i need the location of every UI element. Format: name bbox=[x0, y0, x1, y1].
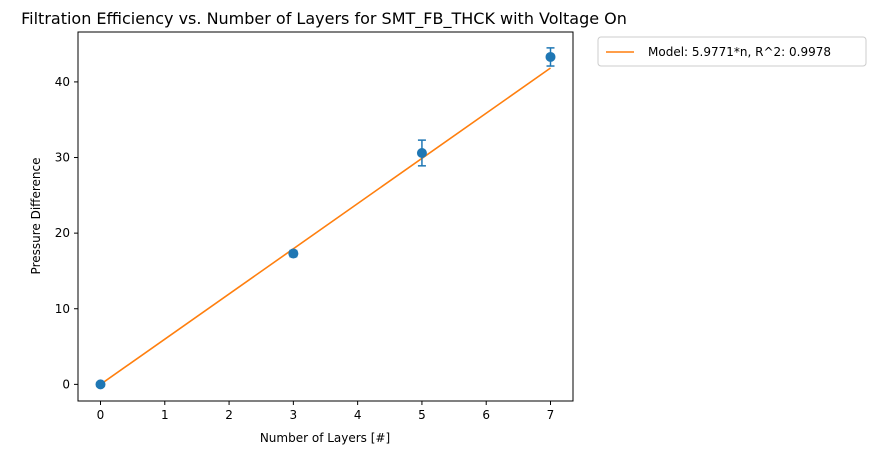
data-point bbox=[416, 147, 427, 158]
chart-title: Filtration Efficiency vs. Number of Laye… bbox=[21, 9, 627, 29]
x-tick-label: 6 bbox=[482, 408, 490, 422]
data-point bbox=[545, 51, 556, 62]
y-axis-label: Pressure Difference bbox=[29, 158, 43, 275]
y-tick-label: 40 bbox=[55, 75, 70, 89]
y-tick-label: 20 bbox=[55, 226, 70, 240]
model-fit-line bbox=[100, 67, 551, 386]
y-tick-label: 10 bbox=[55, 302, 70, 316]
plot-series bbox=[95, 47, 556, 390]
legend: Model: 5.9771*n, R^2: 0.9978 bbox=[597, 36, 867, 67]
y-tick-label: 30 bbox=[55, 151, 70, 165]
x-tick-label: 1 bbox=[161, 408, 169, 422]
legend-box bbox=[597, 36, 867, 67]
y-axis: 0 10 20 30 40 bbox=[55, 75, 78, 391]
data-point bbox=[95, 379, 106, 390]
data-point bbox=[288, 248, 299, 259]
x-tick-label: 4 bbox=[354, 408, 362, 422]
x-axis: 0 1 2 3 4 5 6 7 bbox=[97, 401, 555, 422]
x-axis-label: Number of Layers [#] bbox=[260, 431, 390, 445]
x-tick-label: 7 bbox=[547, 408, 555, 422]
x-tick-label: 0 bbox=[97, 408, 105, 422]
legend-entry-model: Model: 5.9771*n, R^2: 0.9978 bbox=[648, 45, 831, 59]
y-tick-label: 0 bbox=[62, 377, 70, 391]
x-tick-label: 3 bbox=[290, 408, 298, 422]
x-tick-label: 2 bbox=[225, 408, 233, 422]
x-tick-label: 5 bbox=[418, 408, 426, 422]
plot-area-frame bbox=[77, 31, 574, 402]
